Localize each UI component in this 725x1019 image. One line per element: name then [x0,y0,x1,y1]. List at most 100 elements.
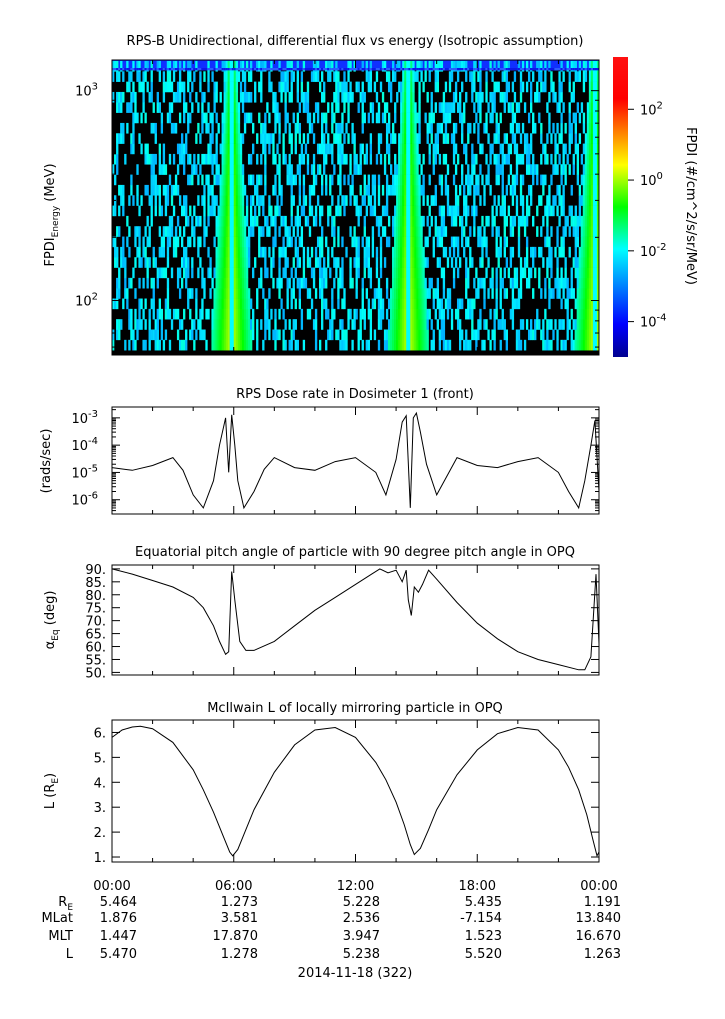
heatmap-cell [396,339,399,351]
heatmap-cell [503,205,506,217]
heatmap-cell [513,298,517,310]
heatmap-cell [168,60,172,72]
heatmap-cell [381,205,385,217]
heatmap-cell [432,68,435,71]
heatmap-cell [249,298,253,310]
heatmap-cell [515,277,519,289]
heatmap-cell [387,81,391,93]
heatmap-cell [274,308,277,320]
heatmap-cell [343,195,346,206]
heatmap-cell [406,174,409,186]
heatmap-cell [542,174,545,186]
heatmap-cell [249,91,253,103]
heatmap-cell [408,215,411,227]
heatmap-cell [187,112,190,124]
heatmap-cell [511,288,515,299]
heatmap-cell [586,153,590,165]
heatmap-cell [410,122,413,134]
heatmap-cell [252,329,255,341]
heatmap-cell [288,91,291,103]
heatmap-cell [209,184,212,196]
heatmap-cell [154,184,157,196]
ephemeris-value: 3.581 [221,911,258,926]
heatmap-cell [505,68,508,71]
heatmap-cell [377,133,381,144]
heatmap-cell [258,81,261,93]
heatmap-cell [546,339,549,351]
heatmap-cell [414,329,417,341]
heatmap-cell [588,184,592,196]
heatmap-cell [440,226,444,237]
heatmap-cell [122,236,125,248]
heatmap-cell [580,226,584,237]
heatmap-cell [532,246,535,258]
heatmap-cell [596,288,599,299]
heatmap-cell [256,133,259,144]
heatmap-cell [241,215,245,227]
heatmap-cell [282,329,285,341]
heatmap-cell [442,246,446,258]
heatmap-cell [402,143,405,155]
heatmap-cell [217,205,220,217]
heatmap-cell [359,205,362,217]
heatmap-cell [584,153,588,165]
heatmap-cell [351,91,354,103]
heatmap-cell [318,236,322,248]
heatmap-cell [562,153,565,165]
heatmap-cell [217,236,220,248]
heatmap-cell [548,277,551,289]
heatmap-cell [586,195,590,206]
heatmap-cell [594,91,598,103]
heatmap-cell [237,205,241,217]
heatmap-cell [241,174,245,186]
l-shell-y-label: L (RE) [43,773,61,809]
heatmap-cell [225,339,228,351]
heatmap-cell [387,319,391,330]
heatmap-cell [477,329,480,341]
heatmap-cell [450,308,454,320]
heatmap-cell [410,246,413,258]
heatmap-cell [231,277,235,289]
heatmap-cell [418,133,421,144]
heatmap-cell [385,102,389,113]
heatmap-cell [550,133,553,144]
heatmap-cell [560,205,563,217]
heatmap-cell [134,308,137,320]
heatmap-cell [414,277,417,289]
heatmap-cell [517,226,521,237]
heatmap-cell [534,246,537,258]
heatmap-cell [448,71,452,82]
heatmap-cell [440,308,444,320]
heatmap-cell [584,339,588,351]
heatmap-cell [225,71,228,82]
heatmap-cell [223,329,226,341]
heatmap-cell [556,329,559,341]
heatmap-cell [134,226,137,237]
heatmap-cell [584,308,588,320]
heatmap-cell [197,246,200,258]
heatmap-cell [410,319,413,330]
heatmap-cell [260,71,263,82]
heatmap-cell [241,133,245,144]
heatmap-cell [359,153,362,165]
heatmap-cell [361,60,364,72]
heatmap-cell [442,288,446,299]
heatmap-cell [580,174,584,186]
heatmap-cell [308,205,312,217]
heatmap-cell [264,60,267,72]
heatmap-cell [461,329,464,341]
heatmap-cell [588,215,592,227]
heatmap-cell [588,71,592,82]
heatmap-cell [142,81,145,93]
heatmap-cell [168,308,172,320]
heatmap-cell [286,288,289,299]
heatmap-cell [174,91,178,103]
heatmap-cell [264,153,267,165]
heatmap-cell [556,257,559,268]
heatmap-cell [578,205,582,217]
heatmap-cell [527,329,531,341]
heatmap-cell [493,339,496,351]
heatmap-cell [400,288,403,299]
heatmap-cell [140,195,143,206]
heatmap-cell [580,288,584,299]
